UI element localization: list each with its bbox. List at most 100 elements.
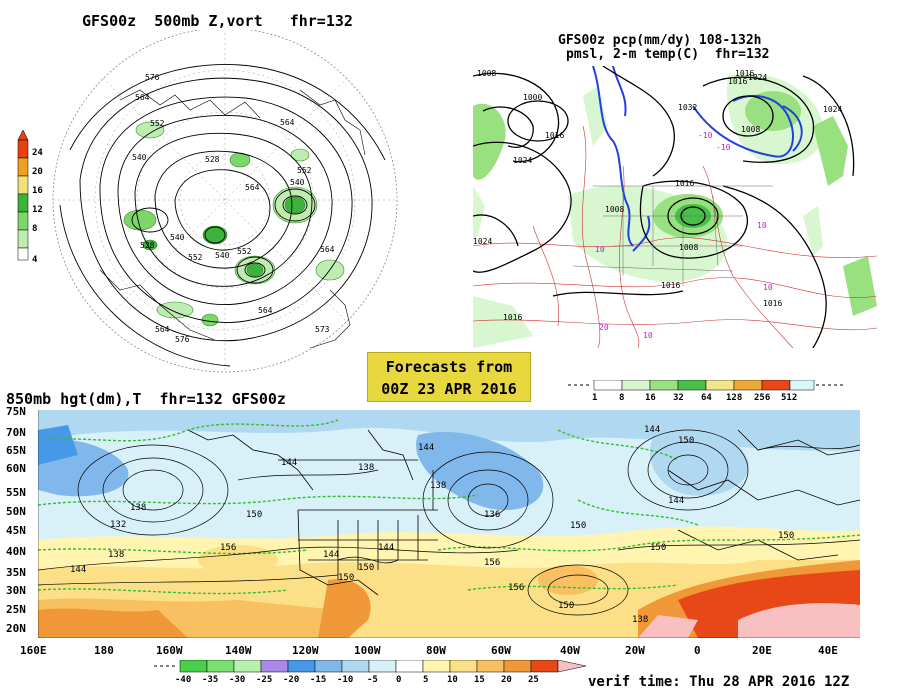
lon-label-140w: 140W <box>225 644 252 657</box>
precip-cb-label-256: 256 <box>754 393 771 403</box>
lat-label-35n: 35N <box>6 566 26 579</box>
temp-cb-label-0: 0 <box>396 675 402 685</box>
svg-text:1016: 1016 <box>661 281 680 290</box>
svg-text:138: 138 <box>358 463 374 473</box>
temp-cb-label-5: 5 <box>423 675 429 685</box>
temp-cb-label-20: 20 <box>501 675 512 685</box>
precip-cb-label-512: 512 <box>781 393 798 403</box>
lon-label-60w: 60W <box>491 644 511 657</box>
svg-text:1008: 1008 <box>741 125 760 134</box>
coastlines <box>99 89 366 349</box>
lat-label-60n: 60N <box>6 462 26 475</box>
svg-text:564: 564 <box>155 325 170 334</box>
svg-text:528: 528 <box>140 241 155 250</box>
precip-panel-title-line2: pmsl, 2-m temp(C) fhr=132 <box>566 47 770 62</box>
lon-label-40e: 40E <box>818 644 838 657</box>
lon-label-20w: 20W <box>625 644 645 657</box>
height-contours-850 <box>38 429 860 616</box>
isobars <box>473 66 855 348</box>
svg-text:576: 576 <box>145 73 160 82</box>
polar-boundary <box>52 30 398 373</box>
svg-text:-10: -10 <box>716 143 731 152</box>
svg-text:144: 144 <box>668 496 684 506</box>
svg-text:136: 136 <box>484 510 500 520</box>
precip-panel-title-line1: GFS00z pcp(mm/dy) 108-132h <box>558 33 762 48</box>
svg-text:138: 138 <box>108 550 124 560</box>
svg-text:144: 144 <box>644 425 660 435</box>
temp-cb-label-m10: -10 <box>337 675 354 685</box>
svg-text:150: 150 <box>570 521 586 531</box>
lon-label-0: 0 <box>694 644 701 657</box>
main-850mb-map: 144 138 132 138 144 150 156 144 150 144 … <box>38 410 860 638</box>
banner-line1: Forecasts from <box>385 358 513 376</box>
vort-cb-label-24: 24 <box>32 148 43 158</box>
svg-text:132: 132 <box>110 520 126 530</box>
precip-cb-label-1: 1 <box>592 393 598 403</box>
lat-label-20n: 20N <box>6 622 26 635</box>
svg-text:10: 10 <box>643 331 653 340</box>
polar-contour-labels: 576 564 552 540 528 564 552 540 564 528 … <box>132 73 335 344</box>
svg-text:1000: 1000 <box>523 93 542 102</box>
svg-text:10: 10 <box>595 245 605 254</box>
temperature-colorbar <box>154 660 587 673</box>
lat-label-25n: 25N <box>6 603 26 616</box>
lat-label-40n: 40N <box>6 545 26 558</box>
height-labels-850: 144 138 132 138 144 150 156 144 150 144 … <box>70 425 794 625</box>
temp-isotherms <box>473 125 877 348</box>
svg-text:150: 150 <box>358 563 374 573</box>
vorticity-areas <box>123 121 345 327</box>
svg-text:1024: 1024 <box>748 73 767 82</box>
svg-text:540: 540 <box>170 233 185 242</box>
temp-cb-label-10: 10 <box>447 675 458 685</box>
svg-text:552: 552 <box>188 253 203 262</box>
svg-text:144: 144 <box>378 543 394 553</box>
lon-label-120w: 120W <box>292 644 319 657</box>
svg-text:564: 564 <box>258 306 273 315</box>
svg-text:1008: 1008 <box>679 243 698 252</box>
banner-line2: 00Z 23 APR 2016 <box>381 380 517 398</box>
temp-cb-label-m25: -25 <box>256 675 273 685</box>
main-panel-title: 850mb hgt(dm),T fhr=132 GFS00z <box>6 390 286 408</box>
svg-text:1016: 1016 <box>503 313 522 322</box>
temp-cb-label-m40: -40 <box>175 675 192 685</box>
svg-text:156: 156 <box>220 543 236 553</box>
isobar-labels: 1008 1000 1016 1024 1024 1016 1008 1016 … <box>473 69 842 322</box>
height-contours <box>59 64 386 367</box>
political-borders <box>572 185 773 286</box>
svg-text:1024: 1024 <box>473 237 492 246</box>
lat-label-30n: 30N <box>6 584 26 597</box>
temp-cb-label-m20: -20 <box>283 675 300 685</box>
temp-cb-label-25: 25 <box>528 675 539 685</box>
polar-panel-title: GFS00z 500mb Z,vort fhr=132 <box>82 12 353 30</box>
svg-text:552: 552 <box>297 166 312 175</box>
svg-text:150: 150 <box>678 436 694 446</box>
polar-vorticity-map: 576 564 552 540 528 564 552 540 564 528 … <box>17 30 398 373</box>
precip-cb-label-64: 64 <box>701 393 712 403</box>
temp-cb-label-15: 15 <box>474 675 485 685</box>
svg-text:564: 564 <box>135 93 150 102</box>
lon-label-160w: 160W <box>156 644 183 657</box>
svg-text:150: 150 <box>338 573 354 583</box>
forecast-init-banner: Forecasts from 00Z 23 APR 2016 <box>367 352 531 402</box>
svg-text:10: 10 <box>757 221 767 230</box>
svg-text:144: 144 <box>281 458 297 468</box>
precip-colorbar <box>568 380 844 391</box>
svg-text:576: 576 <box>175 335 190 344</box>
svg-text:564: 564 <box>320 245 335 254</box>
precip-cb-label-8: 8 <box>619 393 625 403</box>
verification-time: verif time: Thu 28 APR 2016 12Z <box>588 674 850 690</box>
lat-label-65n: 65N <box>6 444 26 457</box>
svg-text:540: 540 <box>215 251 230 260</box>
svg-text:1016: 1016 <box>728 77 747 86</box>
temp-cb-label-m35: -35 <box>202 675 219 685</box>
svg-text:10: 10 <box>763 283 773 292</box>
svg-text:144: 144 <box>70 565 86 575</box>
svg-text:138: 138 <box>430 481 446 491</box>
lon-label-20e: 20E <box>752 644 772 657</box>
vort-cb-label-20: 20 <box>32 167 43 177</box>
lat-label-75n: 75N <box>6 405 26 418</box>
svg-text:138: 138 <box>130 503 146 513</box>
svg-text:1032: 1032 <box>678 103 697 112</box>
svg-text:150: 150 <box>246 510 262 520</box>
svg-text:150: 150 <box>778 531 794 541</box>
